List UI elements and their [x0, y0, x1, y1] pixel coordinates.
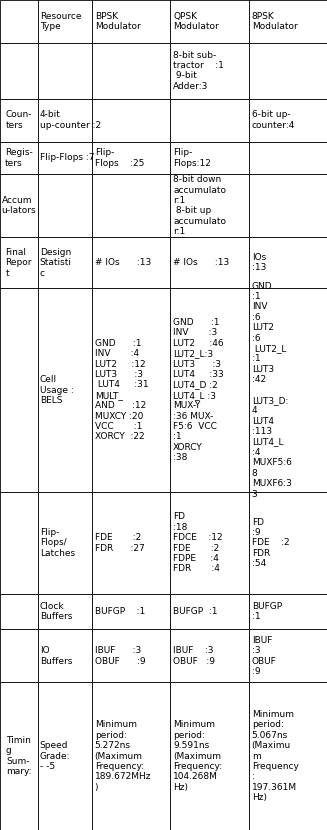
Bar [249, 43, 327, 99]
Bar [170, 0, 249, 43]
Bar [0, 43, 38, 99]
Text: IOs
:13: IOs :13 [252, 253, 266, 272]
Text: BUFGP    :1: BUFGP :1 [95, 607, 145, 616]
Text: Coun-
ters: Coun- ters [6, 110, 32, 129]
Bar [0, 492, 38, 593]
Text: # IOs      :13: # IOs :13 [95, 258, 151, 267]
Bar [170, 593, 249, 629]
Bar [0, 629, 38, 682]
Bar [170, 492, 249, 593]
Bar [170, 237, 249, 288]
Text: BUFGP
:1: BUFGP :1 [252, 602, 282, 621]
Bar [92, 492, 170, 593]
Bar [0, 142, 38, 174]
Text: IBUF      :3
OBUF      :9: IBUF :3 OBUF :9 [95, 646, 145, 666]
Text: Speed
Grade:
- -5: Speed Grade: - -5 [40, 741, 70, 771]
Bar [92, 142, 170, 174]
Bar [38, 629, 92, 682]
Bar [0, 174, 38, 237]
Bar [92, 174, 170, 237]
Text: IO
Buffers: IO Buffers [40, 646, 72, 666]
Bar [170, 142, 249, 174]
Text: Timin
g
Sum-
mary:: Timin g Sum- mary: [6, 736, 32, 776]
Bar [92, 682, 170, 830]
Bar [92, 237, 170, 288]
Bar [170, 288, 249, 492]
Text: BPSK
Modulator: BPSK Modulator [95, 12, 141, 31]
Text: FDE       :2
FDR      :27: FDE :2 FDR :27 [95, 533, 145, 553]
Text: GND      :1
INV       :3
LUT2     :46
LUT2_L:3
LUT3      :3
LUT4     :33
LUT4_D : GND :1 INV :3 LUT2 :46 LUT2_L:3 LUT3 :3 … [173, 318, 224, 462]
Bar [249, 492, 327, 593]
Text: # IOs      :13: # IOs :13 [173, 258, 230, 267]
Bar [0, 0, 38, 43]
Bar [92, 593, 170, 629]
Bar [0, 99, 38, 142]
Bar [249, 142, 327, 174]
Bar [249, 682, 327, 830]
Bar [249, 237, 327, 288]
Bar [38, 682, 92, 830]
Bar [0, 682, 38, 830]
Text: Flip-Flops :7: Flip-Flops :7 [40, 154, 94, 163]
Bar [38, 99, 92, 142]
Bar [38, 492, 92, 593]
Bar [249, 593, 327, 629]
Bar [170, 174, 249, 237]
Bar [38, 0, 92, 43]
Text: 8-bit sub-
tractor    :1
 9-bit
Adder:3: 8-bit sub- tractor :1 9-bit Adder:3 [173, 51, 224, 90]
Text: 8-bit down
accumulato
r:1
 8-bit up
accumulato
r:1: 8-bit down accumulato r:1 8-bit up accum… [173, 175, 226, 237]
Bar [38, 593, 92, 629]
Bar [38, 174, 92, 237]
Text: Design
Statisti
c: Design Statisti c [40, 248, 72, 278]
Text: Minimum
period:
5.272ns
(Maximum
Frequency:
189.672MHz
): Minimum period: 5.272ns (Maximum Frequen… [95, 720, 151, 792]
Text: IBUF
:3
OBUF
:9: IBUF :3 OBUF :9 [252, 636, 276, 676]
Text: 6-bit up-
counter:4: 6-bit up- counter:4 [252, 110, 295, 129]
Bar [0, 593, 38, 629]
Text: GND
:1
INV
:6
LUT2
:6
 LUT2_L
:1
LUT3
:42

LUT3_D:
4
LUT4
:113
LUT4_L
:4
MUXF5:6: GND :1 INV :6 LUT2 :6 LUT2_L :1 LUT3 :42… [252, 281, 292, 499]
Bar [92, 0, 170, 43]
Bar [92, 43, 170, 99]
Text: GND      :1
INV       :4
LUT2     :12
LUT3      :3
 LUT4     :31
MULT_
AND      : GND :1 INV :4 LUT2 :12 LUT3 :3 LUT4 :31 … [95, 339, 148, 442]
Text: Final
Repor
t: Final Repor t [6, 248, 32, 278]
Text: Flip-
Flops    :25: Flip- Flops :25 [95, 148, 144, 168]
Text: Flip-
Flops/
Latches: Flip- Flops/ Latches [40, 528, 75, 558]
Bar [170, 99, 249, 142]
Bar [38, 288, 92, 492]
Text: Cell
Usage :
BELS: Cell Usage : BELS [40, 375, 74, 405]
Bar [249, 174, 327, 237]
Bar [249, 0, 327, 43]
Text: QPSK
Modulator: QPSK Modulator [173, 12, 219, 31]
Text: Regis-
ters: Regis- ters [5, 148, 33, 168]
Text: FD
:9
FDE    :2
FDR
:54: FD :9 FDE :2 FDR :54 [252, 518, 289, 568]
Text: Minimum
period:
9.591ns
(Maximum
Frequency:
104.268M
Hz): Minimum period: 9.591ns (Maximum Frequen… [173, 720, 222, 792]
Bar [0, 237, 38, 288]
Bar [249, 99, 327, 142]
Text: FD
:18
FDCE    :12
FDE       :2
FDPE     :4
FDR       :4: FD :18 FDCE :12 FDE :2 FDPE :4 FDR :4 [173, 512, 223, 574]
Text: BUFGP  :1: BUFGP :1 [173, 607, 218, 616]
Text: 8PSK
Modulator: 8PSK Modulator [252, 12, 298, 31]
Bar [249, 629, 327, 682]
Text: 4-bit
up-counter :2: 4-bit up-counter :2 [40, 110, 101, 129]
Bar [249, 288, 327, 492]
Bar [170, 43, 249, 99]
Text: Flip-
Flops:12: Flip- Flops:12 [173, 148, 211, 168]
Text: Accum
u-lators: Accum u-lators [2, 196, 36, 216]
Bar [38, 237, 92, 288]
Bar [170, 682, 249, 830]
Bar [0, 288, 38, 492]
Bar [38, 142, 92, 174]
Bar [170, 629, 249, 682]
Text: Resource
Type: Resource Type [40, 12, 81, 31]
Bar [38, 43, 92, 99]
Text: IBUF    :3
OBUF   :9: IBUF :3 OBUF :9 [173, 646, 215, 666]
Bar [92, 99, 170, 142]
Text: Clock
Buffers: Clock Buffers [40, 602, 72, 621]
Bar [92, 629, 170, 682]
Bar [92, 288, 170, 492]
Text: Minimum
period:
5.067ns
(Maximu
m
Frequency
:
197.361M
Hz): Minimum period: 5.067ns (Maximu m Freque… [252, 710, 299, 803]
